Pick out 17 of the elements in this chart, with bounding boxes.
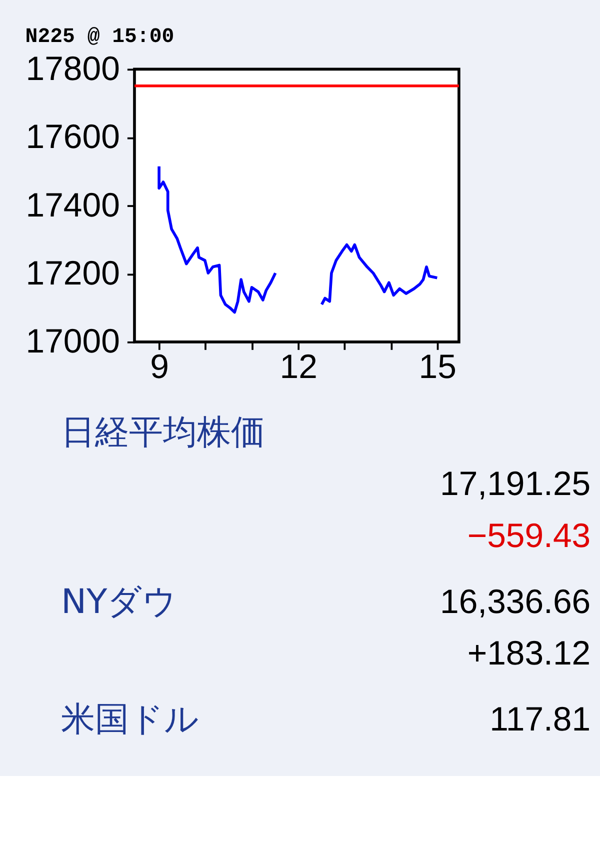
text: 16,336.66 bbox=[440, 582, 591, 621]
text: +183.12 bbox=[467, 634, 591, 672]
text: −559.43 bbox=[467, 516, 591, 555]
x-tick-label: 9 bbox=[150, 348, 169, 386]
text: 米国ドル bbox=[61, 699, 200, 738]
y-tick-label: 17600 bbox=[26, 118, 120, 156]
y-tick-label: 17200 bbox=[26, 254, 120, 293]
chart-title: N225 @ 15:00 bbox=[25, 26, 174, 49]
y-tick-label: 17400 bbox=[26, 186, 120, 224]
text: 117.81 bbox=[490, 700, 591, 738]
y-tick-label: 17800 bbox=[26, 50, 120, 88]
text: 17,191.25 bbox=[440, 465, 591, 504]
y-tick-label: 17000 bbox=[26, 322, 120, 361]
x-tick-label: 12 bbox=[280, 348, 318, 386]
text: 日経平均株価 bbox=[61, 412, 266, 452]
text: NYダウ bbox=[61, 582, 178, 621]
x-tick-label: 15 bbox=[418, 348, 456, 386]
